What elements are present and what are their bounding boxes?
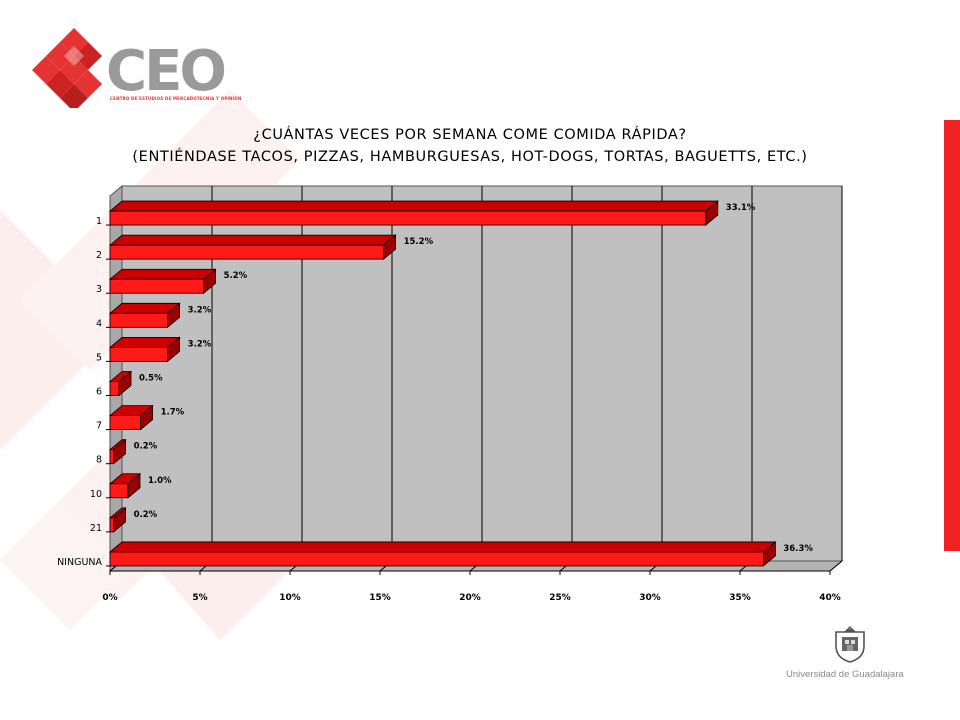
data-label: 3.2%: [188, 339, 212, 349]
x-tick-label: 35%: [729, 593, 751, 603]
data-label: 1.0%: [148, 476, 172, 486]
data-label: 3.2%: [188, 305, 212, 315]
x-tick-label: 30%: [639, 593, 661, 603]
data-label: 0.5%: [139, 374, 163, 384]
floor-tick-line: [829, 560, 843, 572]
data-label: 5.2%: [224, 271, 248, 281]
x-tick-label: 20%: [459, 593, 481, 603]
category-label: 5: [96, 352, 102, 363]
bar: [109, 312, 168, 328]
bar: [109, 415, 142, 430]
bar: [109, 449, 114, 465]
bar-top: [108, 541, 777, 553]
bar-top: [108, 268, 217, 280]
data-label: 33.1%: [726, 203, 756, 213]
chart-subtitle: (ENTIÉNDASE TACOS, PIZZAS, HAMBURGUESAS,…: [132, 149, 808, 165]
data-label: 0.2%: [134, 442, 158, 452]
x-tick-label: 10%: [279, 593, 301, 603]
bar: [109, 210, 707, 226]
logo-diamond-icon: [32, 28, 102, 108]
data-label: 36.3%: [783, 544, 813, 554]
accent-bar: [944, 120, 960, 551]
bar-top: [108, 200, 719, 212]
bar: [109, 517, 114, 533]
category-label: 10: [90, 489, 102, 500]
x-tick-label: 5%: [192, 593, 207, 603]
bar: [109, 551, 764, 567]
bar: [109, 483, 129, 499]
category-label: 2: [96, 250, 102, 261]
bar: [109, 347, 168, 362]
category-label: 8: [96, 455, 102, 466]
category-label: 1: [96, 216, 102, 227]
university-seal-icon: [835, 626, 865, 663]
x-tick-label: 40%: [819, 593, 841, 603]
category-label: 6: [96, 387, 102, 398]
category-label: 7: [96, 421, 102, 432]
chart-title: ¿CUÁNTAS VECES POR SEMANA COME COMIDA RÁ…: [253, 127, 687, 143]
bar: [109, 278, 204, 294]
bar: [109, 381, 120, 396]
data-label: 0.2%: [134, 510, 158, 520]
x-tick-label: 0%: [102, 593, 117, 603]
university-name: Universidad de Guadalajara: [786, 669, 904, 680]
category-label: 3: [96, 284, 102, 295]
logo-text: CEO: [106, 39, 224, 104]
category-label: NINGUNA: [57, 557, 102, 568]
bar: [109, 244, 385, 260]
ceo-logo: CEO: [32, 28, 227, 108]
x-tick-label: 25%: [549, 593, 571, 603]
chart-title-block: ¿CUÁNTAS VECES POR SEMANA COME COMIDA RÁ…: [120, 124, 820, 168]
data-label: 1.7%: [161, 408, 185, 418]
category-label: 21: [90, 523, 102, 534]
category-label: 4: [96, 318, 102, 329]
data-label: 15.2%: [404, 237, 434, 247]
bar-top: [108, 234, 397, 246]
logo-subtitle: CENTRO DE ESTUDIOS DE MERCADOTECNIA Y OP…: [110, 96, 242, 101]
x-tick-label: 15%: [369, 593, 391, 603]
